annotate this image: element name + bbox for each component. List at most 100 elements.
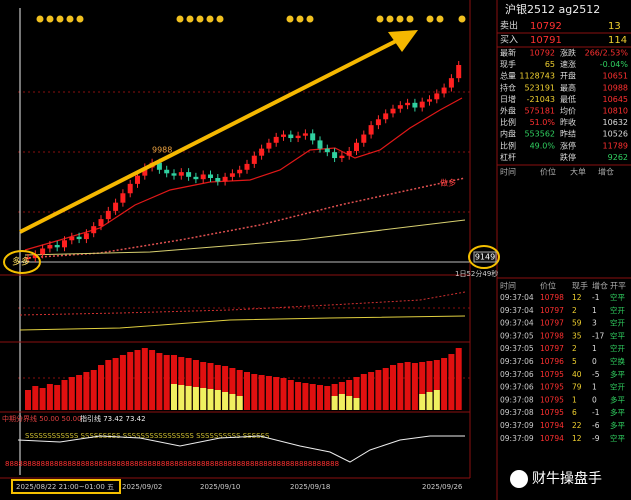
candle	[354, 142, 359, 151]
buy-row: 8888888888888888888888888888888888888888…	[5, 460, 339, 468]
tick-cell: 空开	[610, 343, 625, 353]
candle	[25, 258, 31, 259]
tick-cell: 10795	[540, 395, 564, 404]
tick-cell: 09:37:09	[500, 434, 534, 443]
stat-label: 持仓	[500, 82, 516, 92]
volume-yellow	[171, 384, 177, 410]
candle	[40, 248, 46, 255]
candle	[302, 133, 308, 136]
signal-dot	[406, 15, 414, 23]
stat-value: 51.0%	[530, 118, 556, 127]
volume-yellow	[178, 385, 185, 410]
candle	[208, 174, 213, 179]
main-grid	[18, 91, 470, 379]
candle	[62, 240, 67, 248]
ratio-dots	[19, 291, 466, 316]
candle	[339, 155, 345, 159]
tick-cell: 空平	[610, 330, 625, 340]
volume-bar	[265, 376, 272, 410]
tick-cell: 10795	[540, 383, 564, 392]
signal-dot	[76, 15, 84, 23]
volume-bar	[258, 375, 265, 410]
volume-bar	[419, 362, 426, 410]
candle	[273, 136, 279, 143]
volume-bar	[411, 363, 418, 410]
signal-dot	[306, 15, 314, 23]
volume-bar	[98, 365, 104, 410]
date-label: 2025/09/26	[422, 483, 463, 491]
signal-dot	[386, 15, 394, 23]
tick-cell: 5	[572, 357, 577, 366]
tick-cell: 1	[572, 395, 577, 404]
stat-value: 10632	[603, 118, 628, 127]
volume-bar	[214, 365, 221, 410]
candle	[98, 219, 104, 227]
candle	[266, 142, 272, 149]
oscillator	[17, 435, 465, 463]
tick-cell: 2	[572, 344, 577, 353]
volume-bar	[54, 385, 61, 410]
candle	[412, 102, 418, 108]
volume-yellow	[346, 396, 353, 410]
stat-value: 266/2.53%	[585, 49, 629, 58]
tick-cell: 59	[572, 319, 582, 328]
signal-dot	[296, 15, 304, 23]
tick-cell: 1	[592, 383, 597, 392]
tick-cell: 10796	[540, 357, 564, 366]
sell-row: SSSSSSSSSSSS SSSSSSSSS SSSSSSSSSSSSSSSS …	[25, 432, 270, 440]
ratio-line	[19, 315, 466, 331]
quote-label: 买入	[500, 35, 518, 46]
tick-cell: -5	[592, 370, 600, 379]
volume-bar	[346, 380, 353, 410]
long-tag: 多多	[12, 256, 30, 268]
volume-bar	[156, 353, 163, 410]
tick-cell: 空平	[610, 433, 625, 443]
tick-cell: -1	[592, 408, 600, 417]
tick-cell: 空换	[610, 356, 625, 366]
signal-dot	[436, 15, 444, 23]
tick-cell: 空开	[610, 305, 625, 315]
quote-size: 114	[608, 35, 627, 46]
tick-cell: 空开	[610, 318, 625, 328]
volume-bar	[134, 350, 141, 410]
quote-price: 10791	[530, 35, 562, 46]
volume-bar	[229, 368, 236, 410]
low-label: 9149	[475, 253, 495, 262]
stat-value: 10651	[603, 72, 628, 81]
volume-yellow	[419, 394, 426, 410]
tick-cell: 09:37:06	[500, 370, 534, 379]
volume-bar	[112, 358, 119, 410]
tick-cell: 09:37:09	[500, 421, 534, 430]
volume-yellow	[207, 389, 214, 410]
candle	[237, 169, 243, 174]
tick-cell: 09:37:08	[500, 395, 534, 404]
candle	[186, 172, 192, 177]
candle	[135, 175, 140, 184]
volume-bar	[375, 370, 382, 410]
candle	[171, 173, 177, 176]
volume-bar	[236, 370, 243, 410]
volume-bar	[185, 358, 192, 410]
indicator-label: 指引线 73.42 73.42	[80, 414, 146, 423]
tick-cell: -1	[592, 293, 600, 302]
volume-bar	[178, 357, 185, 410]
tick-cell: -6	[592, 421, 600, 430]
candle	[324, 148, 330, 153]
volume-bar	[280, 378, 287, 410]
highlight	[11, 479, 121, 494]
candle	[405, 102, 411, 106]
candle	[288, 134, 294, 139]
volume-bar	[39, 388, 46, 410]
header: 时间	[500, 167, 516, 177]
countdown: 1日52分49秒	[455, 269, 498, 278]
volume-bar	[390, 365, 396, 410]
candle	[332, 152, 338, 159]
tick-cell: 多平	[610, 407, 625, 417]
candle	[346, 150, 352, 156]
stat-label: 现手	[500, 59, 516, 69]
stat-value: 9262	[608, 153, 628, 162]
candle	[215, 178, 221, 182]
tick-cell: 多平	[610, 394, 625, 404]
volume-yellow	[236, 396, 243, 410]
candle	[54, 244, 60, 248]
